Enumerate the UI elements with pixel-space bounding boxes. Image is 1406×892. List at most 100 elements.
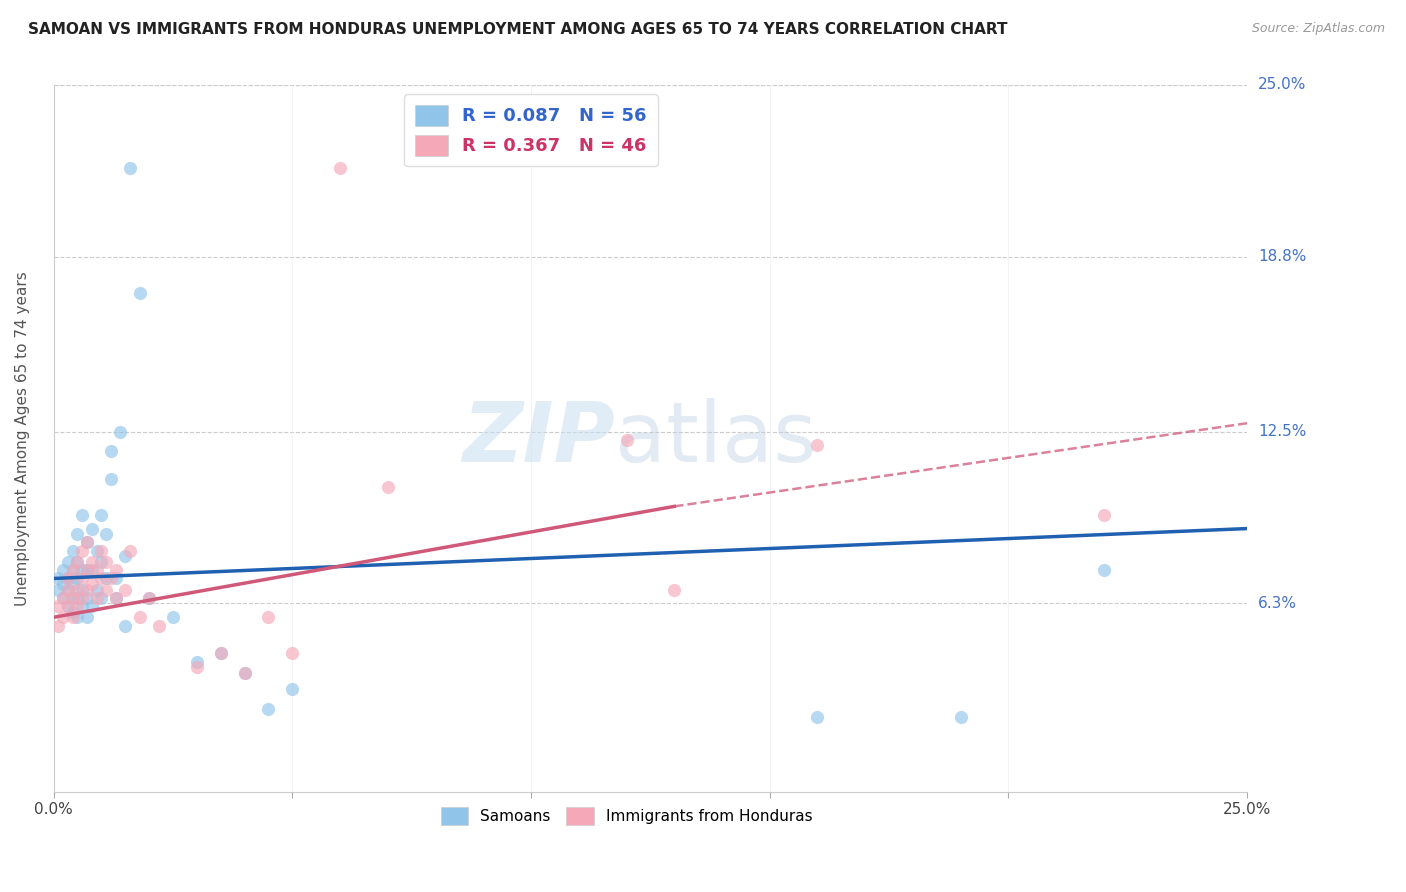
Point: [62, 563, 84, 577]
Text: ZIP: ZIP: [463, 398, 614, 479]
Point: [209, 646, 232, 660]
Text: 18.8%: 18.8%: [1258, 250, 1306, 264]
Point: [48, 582, 70, 597]
Point: [62, 577, 84, 591]
Point: [66, 555, 89, 569]
Point: [162, 610, 184, 624]
Point: [94, 555, 117, 569]
Point: [90, 543, 112, 558]
Point: [118, 161, 141, 175]
Point: [76, 535, 98, 549]
Text: SAMOAN VS IMMIGRANTS FROM HONDURAS UNEMPLOYMENT AMONG AGES 65 TO 74 YEARS CORREL: SAMOAN VS IMMIGRANTS FROM HONDURAS UNEMP…: [28, 22, 1008, 37]
Point: [233, 665, 256, 680]
Point: [66, 555, 89, 569]
Point: [329, 161, 352, 175]
Point: [62, 610, 84, 624]
Point: [76, 591, 98, 605]
Legend: Samoans, Immigrants from Honduras: Samoans, Immigrants from Honduras: [432, 797, 821, 834]
Point: [62, 543, 84, 558]
Point: [52, 577, 75, 591]
Point: [56, 599, 79, 614]
Point: [72, 563, 94, 577]
Point: [66, 591, 89, 605]
Point: [1092, 508, 1115, 522]
Point: [72, 508, 94, 522]
Point: [110, 425, 132, 439]
Point: [66, 582, 89, 597]
Point: [118, 543, 141, 558]
Point: [80, 555, 103, 569]
Text: atlas: atlas: [614, 398, 817, 479]
Point: [52, 610, 75, 624]
Point: [90, 572, 112, 586]
Point: [233, 665, 256, 680]
Text: 12.5%: 12.5%: [1258, 424, 1306, 439]
Point: [138, 591, 160, 605]
Point: [76, 535, 98, 549]
Point: [66, 527, 89, 541]
Text: 6.3%: 6.3%: [1258, 596, 1298, 611]
Point: [48, 618, 70, 632]
Point: [66, 610, 89, 624]
Point: [128, 285, 150, 300]
Point: [72, 599, 94, 614]
Text: 25.0%: 25.0%: [1258, 78, 1306, 93]
Point: [114, 582, 136, 597]
Point: [104, 572, 127, 586]
Point: [114, 549, 136, 564]
Point: [257, 702, 280, 716]
Point: [186, 660, 208, 674]
Point: [66, 572, 89, 586]
Point: [806, 438, 828, 452]
Point: [100, 444, 122, 458]
Point: [806, 710, 828, 724]
Point: [86, 582, 108, 597]
Point: [76, 563, 98, 577]
Point: [94, 572, 117, 586]
Point: [90, 591, 112, 605]
Point: [104, 591, 127, 605]
Point: [80, 577, 103, 591]
Point: [80, 599, 103, 614]
Point: [94, 582, 117, 597]
Point: [100, 472, 122, 486]
Point: [72, 591, 94, 605]
Point: [100, 572, 122, 586]
Point: [128, 610, 150, 624]
Point: [104, 563, 127, 577]
Point: [62, 591, 84, 605]
Point: [62, 605, 84, 619]
Point: [186, 655, 208, 669]
Point: [56, 572, 79, 586]
Point: [56, 572, 79, 586]
Y-axis label: Unemployment Among Ages 65 to 74 years: Unemployment Among Ages 65 to 74 years: [15, 271, 30, 606]
Point: [80, 522, 103, 536]
Point: [949, 710, 972, 724]
Point: [76, 582, 98, 597]
Point: [94, 527, 117, 541]
Point: [86, 543, 108, 558]
Point: [72, 582, 94, 597]
Point: [56, 599, 79, 614]
Point: [86, 591, 108, 605]
Point: [104, 591, 127, 605]
Point: [52, 591, 75, 605]
Point: [1092, 563, 1115, 577]
Point: [56, 555, 79, 569]
Point: [48, 572, 70, 586]
Point: [281, 646, 304, 660]
Point: [52, 563, 75, 577]
Point: [86, 563, 108, 577]
Point: [52, 591, 75, 605]
Point: [664, 582, 686, 597]
Point: [72, 572, 94, 586]
Point: [377, 480, 399, 494]
Point: [616, 433, 638, 447]
Point: [56, 582, 79, 597]
Point: [114, 618, 136, 632]
Point: [62, 563, 84, 577]
Point: [281, 682, 304, 697]
Point: [80, 563, 103, 577]
Point: [56, 582, 79, 597]
Point: [148, 618, 170, 632]
